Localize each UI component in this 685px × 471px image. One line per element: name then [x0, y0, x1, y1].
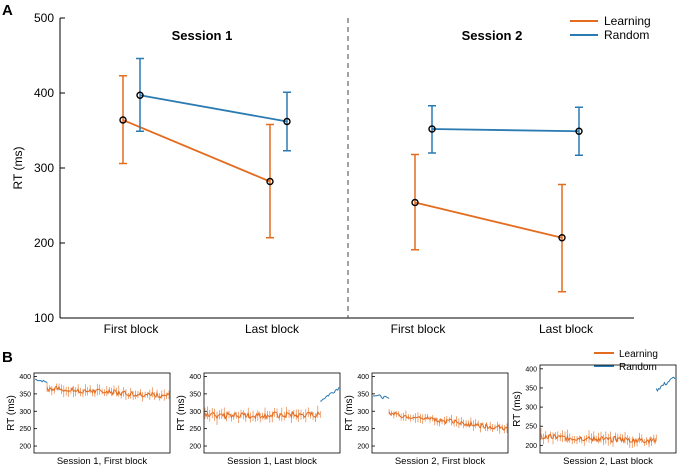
- data-point-learning: [266, 177, 274, 186]
- data-point-random: [136, 91, 144, 99]
- subplot-frame: [33, 372, 171, 454]
- legend-b-random-label: Random: [619, 362, 657, 373]
- y-tick-label: 100: [34, 311, 54, 325]
- x-tick-session-1-first: First block: [104, 322, 160, 336]
- series-line-random: [431, 128, 580, 133]
- subplot-x-label: Session 1, First block: [57, 456, 148, 467]
- subplot-4: 200 250 300 350 400 RT (ms) Session 2, Last bl…: [512, 364, 677, 467]
- data-point-random: [283, 117, 291, 126]
- subplot-series-learning: [204, 410, 321, 420]
- panel-b-label: B: [2, 349, 13, 366]
- subplot-y-tick-label: 200: [19, 444, 31, 451]
- y-tick-label: 300: [34, 161, 54, 175]
- subplot-y-tick-label: 400: [189, 374, 201, 381]
- y-tick-label: 500: [34, 11, 54, 25]
- subplot-y-tick-label: 200: [189, 444, 201, 451]
- subplot-series-random: [372, 394, 390, 400]
- subplot-y-tick-label: 350: [357, 391, 369, 398]
- subplot-y-tick-label: 200: [525, 443, 537, 450]
- legend-a: Learning Random: [570, 14, 651, 42]
- legend-random-label: Random: [604, 28, 649, 42]
- subplot-y-label: RT (ms): [176, 395, 187, 431]
- subplot-y-tick-label: 400: [525, 366, 537, 373]
- subplot-y-tick-label: 400: [19, 374, 31, 381]
- series-line-random: [139, 94, 288, 123]
- subplot-y-tick-label: 250: [19, 426, 31, 433]
- subplot-y-label: RT (ms): [344, 395, 355, 431]
- data-point-learning: [411, 198, 419, 207]
- subplot-1: 200 250 300 350 400 RT (ms) Session 1, First b…: [6, 372, 171, 467]
- x-tick-session-2-first: First block: [391, 322, 447, 336]
- subplot-y-tick-label: 300: [357, 409, 369, 416]
- subplot-y-tick-label: 300: [525, 405, 537, 412]
- legend-learning-label: Learning: [604, 14, 651, 28]
- subplot-y-label: RT (ms): [512, 391, 523, 427]
- y-ticks: 100 200 300 400 500: [34, 11, 65, 325]
- subplot-y-tick-label: 350: [189, 391, 201, 398]
- series-line-learning: [414, 201, 563, 239]
- session-2-title: Session 2: [462, 28, 523, 43]
- subplot-y-tick-label: 350: [525, 385, 537, 392]
- subplot-y-tick-label: 250: [525, 424, 537, 431]
- subplot-series-random: [34, 378, 48, 383]
- y-tick-label: 200: [34, 236, 54, 250]
- y-axis-label: RT (ms): [11, 147, 25, 190]
- x-tick-session-1-last: Last block: [245, 322, 300, 336]
- subplot-frame: [539, 364, 677, 454]
- subplot-series-learning: [46, 385, 170, 399]
- y-tick-label: 400: [34, 86, 54, 100]
- subplot-y-tick-label: 250: [357, 426, 369, 433]
- data-point-learning: [119, 116, 127, 124]
- data-point-random: [428, 125, 436, 133]
- subplot-y-tick-label: 200: [357, 444, 369, 451]
- subplot-series-random: [655, 376, 676, 392]
- legend-b: Learning Random: [594, 349, 658, 373]
- series-layer: [119, 57, 583, 293]
- subplot-series-random: [320, 387, 340, 402]
- series-line-learning: [122, 119, 271, 183]
- subplot-y-tick-label: 300: [19, 409, 31, 416]
- panel-a-label: A: [2, 2, 13, 19]
- panel-b-charts: Learning Random 200 250 300 350 400 RT (ms) Se…: [6, 349, 677, 467]
- data-point-random: [575, 127, 583, 135]
- legend-b-learning-label: Learning: [619, 349, 658, 360]
- subplot-x-label: Session 1, Last block: [227, 456, 317, 467]
- subplot-frame: [203, 372, 341, 454]
- subplot-2: 200 250 300 350 400 RT (ms) Session 1, Last bl…: [176, 372, 341, 467]
- subplot-frame: [371, 372, 509, 454]
- panel-a-chart: 100 200 300 400 500 RT (ms) Session 1 Sessio…: [11, 11, 651, 336]
- subplot-x-label: Session 2, First block: [395, 456, 486, 467]
- subplot-y-tick-label: 400: [357, 374, 369, 381]
- subplot-y-label: RT (ms): [6, 395, 17, 431]
- x-tick-session-2-last: Last block: [539, 322, 594, 336]
- session-1-title: Session 1: [172, 28, 233, 43]
- subplot-y-tick-label: 350: [19, 391, 31, 398]
- subplot-series-learning: [540, 433, 657, 446]
- data-point-learning: [558, 234, 566, 242]
- subplot-x-label: Session 2, Last block: [563, 456, 653, 467]
- subplot-y-tick-label: 250: [189, 426, 201, 433]
- subplot-y-tick-label: 300: [189, 409, 201, 416]
- subplot-3: 200 250 300 350 400 RT (ms) Session 2, First b…: [344, 372, 509, 467]
- subplot-series-learning: [388, 411, 508, 431]
